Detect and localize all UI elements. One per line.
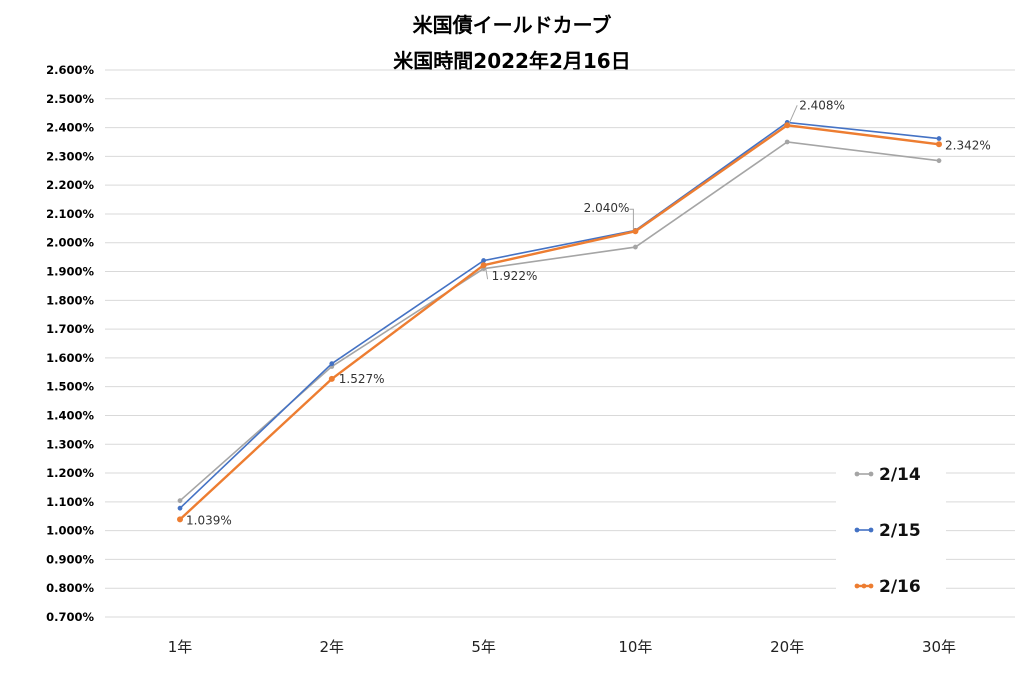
series-line bbox=[179, 141, 940, 502]
legend-label: 2/16 bbox=[879, 577, 921, 597]
y-tick-label: 1.900% bbox=[46, 265, 94, 279]
y-tick-label: 1.300% bbox=[46, 437, 94, 451]
data-label: 1.039% bbox=[186, 513, 232, 527]
legend-label: 2/15 bbox=[879, 521, 921, 541]
grid-lines bbox=[105, 69, 1015, 618]
data-point bbox=[784, 139, 790, 145]
data-point bbox=[633, 244, 638, 250]
label-leader-line bbox=[629, 208, 634, 230]
data-point bbox=[177, 516, 183, 523]
y-tick-label: 2.400% bbox=[46, 121, 94, 135]
label-leader-line bbox=[485, 267, 489, 280]
legend-box bbox=[836, 452, 946, 612]
data-point bbox=[784, 122, 791, 129]
data-point bbox=[481, 258, 486, 263]
series-2-15 bbox=[177, 119, 942, 511]
x-tick-label: 5年 bbox=[471, 638, 496, 656]
y-tick-label: 2.600% bbox=[46, 63, 94, 77]
legend-swatch-marker bbox=[868, 471, 874, 477]
x-tick-label: 2年 bbox=[320, 638, 345, 656]
data-point bbox=[936, 141, 942, 148]
data-point bbox=[329, 361, 335, 367]
data-point bbox=[177, 505, 183, 511]
data-labels: 1.039% 1.527% 1.922% 2.040% 2.408% 2.342% bbox=[186, 98, 991, 527]
x-axis-ticks: 1年 2年 5年 10年 20年 30年 bbox=[168, 638, 956, 656]
legend-label: 2/14 bbox=[879, 465, 921, 485]
x-tick-label: 10年 bbox=[618, 638, 652, 656]
legend-item: 2/14 bbox=[854, 465, 921, 485]
series-layer bbox=[177, 119, 942, 523]
legend-item: 2/16 bbox=[854, 577, 921, 597]
y-axis-ticks: 0.700% 0.800% 0.900% 1.000% 1.100% 1.200% 1.30… bbox=[46, 63, 94, 624]
data-point bbox=[480, 262, 487, 269]
y-tick-label: 2.500% bbox=[46, 92, 94, 106]
data-label: 2.408% bbox=[799, 98, 845, 112]
y-tick-label: 1.700% bbox=[46, 322, 94, 336]
data-label: 1.922% bbox=[492, 269, 538, 283]
data-point bbox=[936, 136, 942, 141]
y-tick-label: 2.300% bbox=[46, 149, 94, 163]
legend-swatch-marker bbox=[854, 583, 860, 589]
y-tick-label: 1.000% bbox=[46, 524, 94, 538]
legend-swatch-marker bbox=[854, 527, 860, 533]
legend-swatch-marker bbox=[868, 583, 874, 589]
series-2-14 bbox=[177, 139, 942, 504]
legend-item: 2/15 bbox=[854, 521, 921, 541]
data-label: 1.527% bbox=[339, 372, 385, 386]
series-2-16 bbox=[177, 122, 942, 523]
data-point bbox=[177, 498, 183, 504]
y-tick-label: 2.200% bbox=[46, 178, 94, 192]
data-point bbox=[328, 375, 335, 382]
y-tick-label: 0.800% bbox=[46, 581, 94, 595]
data-point bbox=[936, 158, 942, 164]
label-leader-line bbox=[788, 105, 798, 124]
series-line bbox=[179, 124, 940, 521]
data-label: 2.040% bbox=[584, 201, 630, 215]
y-tick-label: 1.500% bbox=[46, 380, 94, 394]
chart-subtitle: 米国時間2022年2月16日 bbox=[393, 49, 630, 73]
data-point bbox=[632, 228, 639, 235]
data-label: 2.342% bbox=[945, 138, 991, 152]
legend: 2/14 2/15 2/16 bbox=[836, 452, 946, 612]
y-tick-label: 1.600% bbox=[46, 351, 94, 365]
y-tick-label: 1.100% bbox=[46, 495, 94, 509]
x-tick-label: 30年 bbox=[922, 638, 956, 656]
y-tick-label: 2.100% bbox=[46, 207, 94, 221]
y-tick-label: 1.400% bbox=[46, 408, 94, 422]
legend-swatch-marker bbox=[861, 583, 867, 589]
series-line bbox=[179, 121, 940, 509]
chart-title: 米国債イールドカーブ bbox=[413, 13, 612, 37]
x-tick-label: 1年 bbox=[168, 638, 193, 656]
y-tick-label: 0.700% bbox=[46, 610, 94, 624]
x-tick-label: 20年 bbox=[770, 638, 804, 656]
y-tick-label: 1.800% bbox=[46, 293, 94, 307]
legend-swatch-marker bbox=[868, 527, 874, 533]
y-tick-label: 2.000% bbox=[46, 236, 94, 250]
legend-swatch-marker bbox=[854, 471, 860, 477]
y-tick-label: 0.900% bbox=[46, 552, 94, 566]
y-tick-label: 1.200% bbox=[46, 466, 94, 480]
